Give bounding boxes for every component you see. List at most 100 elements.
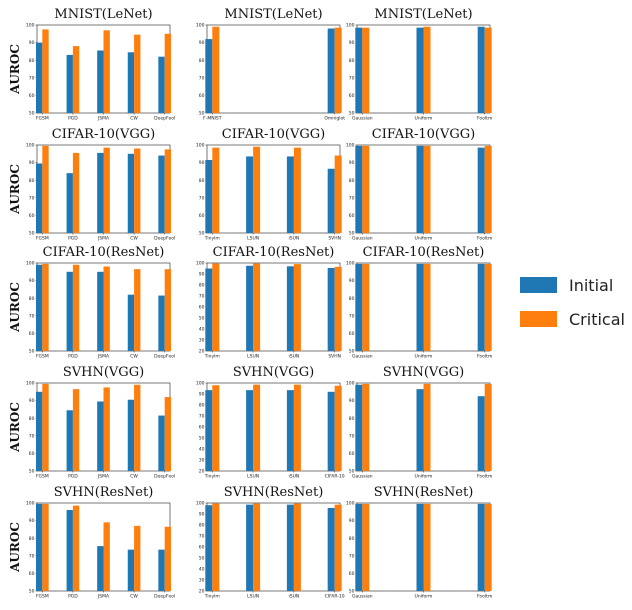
y-tick-label: 100 [26, 501, 35, 507]
bar-critical-jsma [103, 30, 110, 114]
bar-critical-pgd [72, 505, 80, 591]
bar-initial-uniform [416, 27, 424, 113]
x-tick-label: Gaussian [352, 474, 373, 480]
x-tick-label: LSUN [247, 474, 259, 480]
bar-critical-tinylm [212, 263, 220, 351]
bar-initial-fgsm [35, 264, 43, 351]
y-tick-label: 70 [29, 553, 35, 559]
y-tick-label: 80 [199, 523, 205, 529]
bar-critical-jsma [103, 147, 110, 233]
y-tick-label: 80 [199, 403, 205, 409]
y-tick-label: 60 [349, 213, 355, 219]
bar-critical-isun [293, 384, 301, 471]
y-tick-label: 100 [26, 381, 35, 387]
bar-initial-deepfool [158, 415, 165, 471]
y-tick-label: 100 [196, 143, 205, 149]
chart-title: CIFAR-10(ResNet) [43, 245, 165, 260]
x-tick-label: JSMA [97, 116, 110, 122]
bar-initial-isun [286, 504, 294, 591]
y-tick-label: 90 [349, 518, 355, 524]
bar-initial-deepfool [158, 155, 165, 233]
x-tick-label: CIFAR-10 [325, 474, 345, 480]
y-tick-label: 70 [199, 75, 205, 81]
y-tick-label: 90 [349, 160, 355, 166]
chart-title: SVHN(VGG) [63, 365, 144, 380]
bar-initial-uniform [416, 263, 424, 351]
y-tick-label: 60 [29, 93, 35, 99]
y-tick-label: 90 [29, 518, 35, 524]
x-tick-label: JSMA [97, 354, 110, 360]
x-tick-label: CW [130, 474, 138, 480]
x-tick-label: DeepFool [154, 594, 175, 600]
y-tick-label: 60 [199, 305, 205, 311]
y-tick-label: 60 [199, 93, 205, 99]
y-tick-label: 50 [29, 231, 35, 237]
x-tick-label: iSUN [289, 354, 300, 360]
plot-area-frame [206, 24, 341, 114]
x-tick-label: LSUN [247, 354, 259, 360]
chart-title: MNIST(LeNet) [224, 7, 322, 22]
y-tick-label: 80 [29, 536, 35, 542]
legend: Initial Critical [520, 276, 625, 329]
y-tick-label: 80 [349, 536, 355, 542]
y-tick-label: 90 [349, 398, 355, 404]
y-tick-label: 50 [349, 231, 355, 237]
y-tick-label: 80 [29, 178, 35, 184]
plot-area-frame [206, 144, 341, 234]
x-tick-label: Uniform [415, 474, 433, 480]
bar-initial-jsma [97, 401, 104, 471]
bar-critical-gaussian [362, 263, 370, 351]
y-tick-label: 60 [29, 213, 35, 219]
y-tick-label: 100 [346, 381, 355, 387]
y-tick-label: 60 [199, 425, 205, 431]
x-tick-label: Gaussian [352, 116, 373, 122]
x-tick-label: FGSM [36, 236, 49, 242]
bar-critical-uniform [423, 26, 431, 113]
chart-title: MNIST(LeNet) [54, 7, 152, 22]
y-tick-label: 90 [349, 278, 355, 284]
bar-critical-cifar-10 [334, 504, 342, 591]
plot-area-frame [206, 502, 341, 592]
bar-initial-svhn [327, 267, 335, 351]
bar-critical-fooltm [484, 27, 492, 113]
bar-initial-fooltm [477, 26, 485, 113]
y-tick-label: 40 [199, 567, 205, 573]
y-tick-label: 70 [349, 553, 355, 559]
x-tick-label: Tinylm [204, 354, 220, 360]
x-tick-label: FGSM [36, 354, 49, 360]
y-tick-label: 90 [29, 278, 35, 284]
bar-initial-gaussian [355, 145, 363, 233]
bar-initial-uniform [416, 503, 424, 591]
bar-initial-svhn [327, 168, 335, 233]
x-tick-label: Uniform [415, 236, 433, 242]
y-axis-label: AUROC [8, 282, 22, 333]
bar-initial-cw [127, 294, 135, 351]
bar-initial-cifar-10 [327, 391, 335, 471]
bar-critical-cw [134, 148, 141, 233]
bar-initial-jsma [97, 50, 104, 113]
x-tick-label: SVHN [328, 354, 341, 360]
x-tick-label: CIFAR-10 [325, 594, 345, 600]
x-tick-label: Omniglot [324, 116, 345, 122]
bar-critical-tinylm [212, 385, 220, 471]
bar-critical-lsun [253, 503, 261, 591]
x-tick-label: DeepFool [154, 116, 175, 122]
bar-initial-pgd [66, 510, 73, 591]
y-tick-label: 50 [349, 349, 355, 355]
bar-initial-deepfool [158, 549, 165, 591]
x-tick-label: Tinylm [204, 236, 220, 242]
y-tick-label: 70 [199, 414, 205, 420]
x-tick-label: FGSM [36, 594, 49, 600]
chart-title: SVHN(ResNet) [54, 485, 154, 500]
y-tick-label: 70 [199, 294, 205, 300]
bar-critical-pgd [72, 389, 80, 471]
y-tick-label: 50 [349, 111, 355, 117]
bar-critical-isun [293, 503, 301, 591]
y-tick-label: 90 [349, 40, 355, 46]
bar-critical-fgsm [42, 383, 49, 471]
legend-label-initial: Initial [569, 276, 613, 295]
x-tick-label: Tinylm [204, 474, 220, 480]
y-tick-label: 80 [349, 296, 355, 302]
y-tick-label: 50 [29, 349, 35, 355]
bar-critical-isun [293, 147, 301, 233]
